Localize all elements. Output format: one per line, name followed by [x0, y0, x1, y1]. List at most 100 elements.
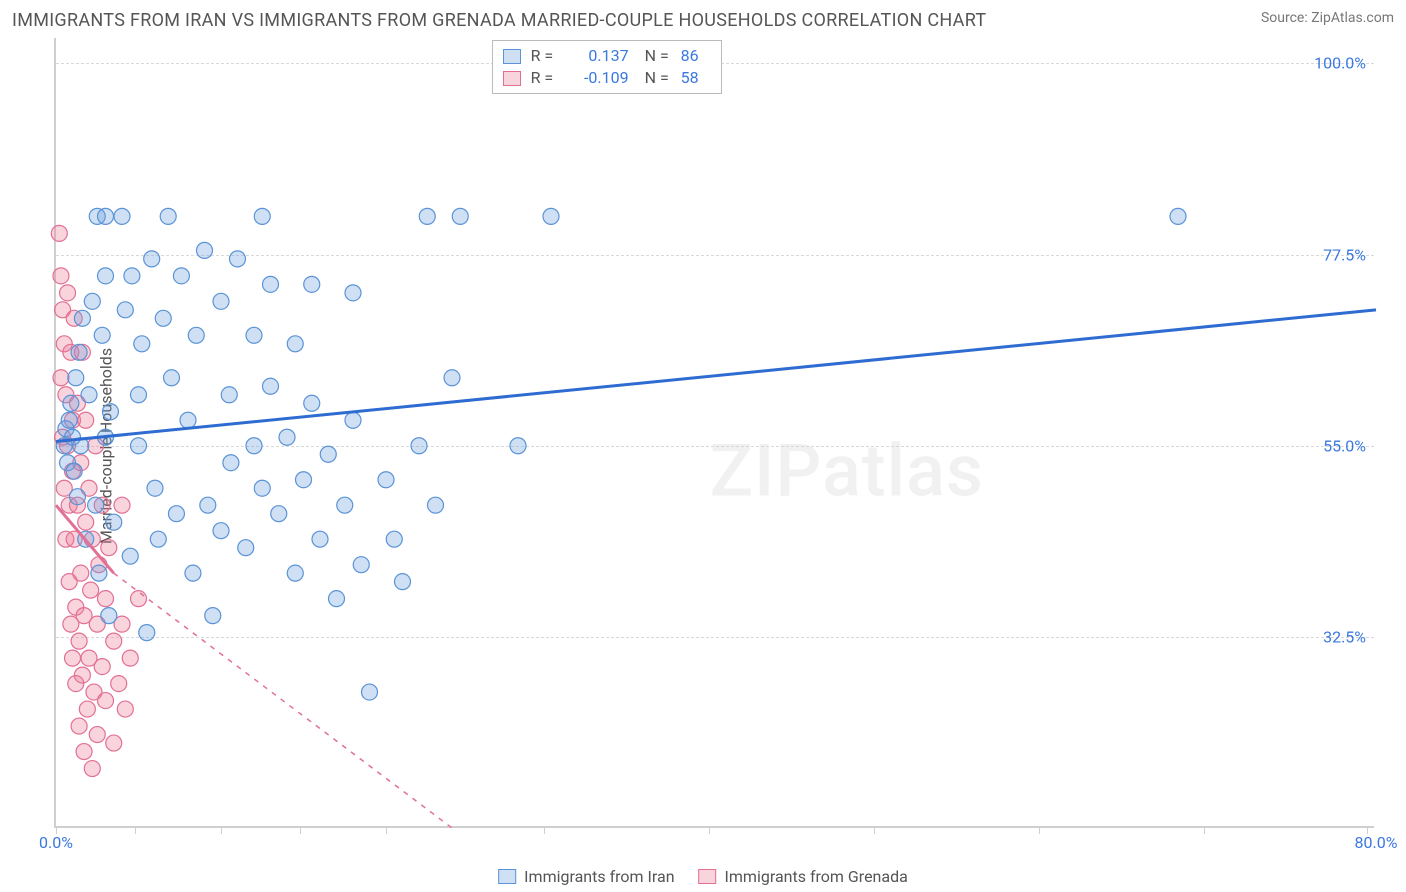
data-point: [160, 208, 176, 224]
data-point: [60, 285, 76, 301]
data-point: [114, 208, 130, 224]
data-point: [78, 531, 94, 547]
grid-line: [56, 637, 1374, 638]
data-point: [98, 591, 114, 607]
data-point: [139, 625, 155, 641]
data-point: [114, 497, 130, 513]
data-point: [114, 616, 130, 632]
data-point: [223, 455, 239, 471]
data-point: [122, 650, 138, 666]
data-point: [543, 208, 559, 224]
data-point: [81, 480, 97, 496]
data-point: [56, 480, 72, 496]
data-point: [68, 599, 84, 615]
source-text: Source: ZipAtlas.com: [1261, 10, 1394, 26]
data-point: [65, 463, 81, 479]
data-point: [98, 693, 114, 709]
data-point: [55, 302, 71, 318]
data-point: [76, 744, 92, 760]
data-point: [386, 531, 402, 547]
data-point: [188, 327, 204, 343]
data-point: [65, 429, 81, 445]
data-point: [185, 565, 201, 581]
data-point: [106, 633, 122, 649]
grenada-swatch-icon: [699, 869, 717, 884]
data-point: [254, 480, 270, 496]
data-point: [53, 370, 69, 386]
data-point: [91, 565, 107, 581]
r-label: R =: [531, 67, 559, 89]
data-point: [304, 276, 320, 292]
data-point: [89, 727, 105, 743]
data-point: [58, 387, 74, 403]
data-point: [84, 293, 100, 309]
x-tick-label: 0.0%: [39, 833, 73, 852]
data-point: [81, 387, 97, 403]
data-point: [61, 574, 77, 590]
data-point: [304, 395, 320, 411]
data-point: [91, 557, 107, 573]
data-point: [173, 268, 189, 284]
scatter-svg: [56, 38, 1376, 828]
legend-item: Immigrants from Grenada: [699, 867, 908, 886]
data-point: [65, 650, 81, 666]
data-point: [98, 208, 114, 224]
data-point: [131, 591, 147, 607]
data-point: [78, 412, 94, 428]
data-point: [230, 251, 246, 267]
data-point: [117, 701, 133, 717]
data-point: [69, 489, 85, 505]
x-tick-mark: [544, 826, 545, 834]
data-point: [106, 514, 122, 530]
data-point: [200, 497, 216, 513]
data-point: [131, 387, 147, 403]
data-point: [287, 565, 303, 581]
x-tick-mark: [135, 826, 136, 834]
data-point: [279, 429, 295, 445]
legend-bottom: Immigrants from IranImmigrants from Gren…: [498, 867, 908, 886]
data-point: [51, 225, 67, 241]
data-point: [106, 735, 122, 751]
data-point: [61, 412, 77, 428]
data-point: [63, 344, 79, 360]
data-point: [147, 480, 163, 496]
legend-label: Immigrants from Grenada: [725, 867, 908, 886]
data-point: [213, 523, 229, 539]
data-point: [1170, 208, 1186, 224]
x-tick-mark: [1039, 826, 1040, 834]
data-point: [205, 608, 221, 624]
data-point: [69, 497, 85, 513]
data-point: [144, 251, 160, 267]
data-point: [55, 429, 71, 445]
data-point: [238, 540, 254, 556]
data-point: [78, 514, 94, 530]
data-point: [117, 302, 133, 318]
data-point: [428, 497, 444, 513]
data-point: [362, 684, 378, 700]
data-point: [337, 497, 353, 513]
grid-line: [56, 446, 1374, 447]
data-point: [98, 429, 114, 445]
data-point: [76, 608, 92, 624]
data-point: [124, 268, 140, 284]
data-point: [213, 293, 229, 309]
data-point: [419, 208, 435, 224]
x-tick-mark: [221, 826, 222, 834]
data-point: [98, 268, 114, 284]
data-point: [63, 395, 79, 411]
x-tick-label: 80.0%: [1355, 833, 1398, 852]
data-point: [452, 208, 468, 224]
data-point: [88, 497, 104, 513]
data-point: [81, 650, 97, 666]
data-point: [395, 574, 411, 590]
data-point: [68, 676, 84, 692]
plot-area: ZIPatlas 32.5%55.0%77.5%100.0%0.0%80.0%R…: [54, 38, 1374, 828]
y-tick-label: 77.5%: [1323, 245, 1366, 264]
data-point: [329, 591, 345, 607]
data-point: [53, 268, 69, 284]
data-point: [65, 412, 81, 428]
y-tick-label: 32.5%: [1323, 627, 1366, 646]
x-tick-mark: [1204, 826, 1205, 834]
data-point: [71, 718, 87, 734]
data-point: [73, 455, 89, 471]
